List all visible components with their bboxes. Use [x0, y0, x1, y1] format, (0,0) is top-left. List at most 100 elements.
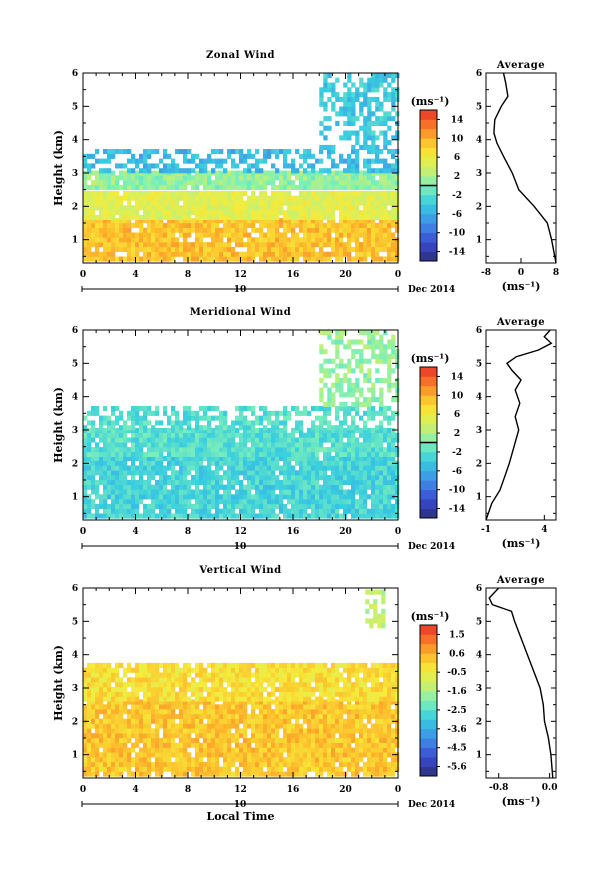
average-x-tick-label: -0.8	[489, 783, 508, 793]
colorbar-tick-label: -10	[449, 229, 465, 239]
y-tick-label: 5	[72, 359, 78, 369]
average-y-tick-label: 1	[476, 493, 482, 503]
y-tick-label: 3	[72, 426, 78, 436]
colorbar-tick-label: -2	[452, 448, 462, 458]
y-tick-label: 2	[72, 202, 78, 212]
average-line	[488, 587, 554, 779]
day-bar: 10 Dec 2014	[81, 285, 455, 295]
colorbar-tick-label: 6	[454, 153, 460, 163]
x-tick-label: 0	[80, 270, 86, 280]
y-axis: 1 2 3 4 5 6	[72, 69, 398, 257]
colorbar-unit: (ms⁻¹)	[411, 352, 450, 365]
x-tick-label: 12	[234, 270, 247, 280]
average-line	[485, 329, 553, 521]
average-y-tick-label: 4	[476, 651, 482, 661]
x-axis: 0 4 8 12 16 20 0	[80, 330, 401, 537]
average-y-tick-label: 1	[476, 236, 482, 246]
y-tick-label: 1	[72, 493, 78, 503]
x-axis-label: Local Time	[207, 810, 275, 823]
colorbar-tick-label: 14	[451, 372, 464, 382]
average-y-tick-label: 6	[476, 69, 482, 79]
average-profile: Average 1 2 3 4 5 6 -0.8 0.0(ms⁻¹)	[476, 575, 558, 808]
average-y-tick-label: 3	[476, 426, 482, 436]
colorbar-tick-label: -2.5	[447, 706, 466, 716]
average-title: Average	[496, 317, 545, 328]
average-x-tick-label: -1	[481, 525, 491, 535]
colorbar-tick-label: -2	[452, 191, 462, 201]
y-tick-label: 5	[72, 617, 78, 627]
panel-title: Meridional Wind	[190, 307, 292, 318]
x-tick-label: 0	[80, 527, 86, 537]
x-tick-label: 16	[287, 785, 300, 795]
x-tick-label: 20	[339, 527, 352, 537]
average-x-tick-label: 4	[541, 525, 547, 535]
average-title: Average	[496, 575, 545, 586]
average-y-tick-label: 5	[476, 359, 482, 369]
y-axis-label: Height (km)	[52, 130, 65, 206]
colorbar-tick-label: 2	[454, 172, 460, 182]
colorbar-tick-label: 2	[454, 429, 460, 439]
y-tick-label: 1	[72, 236, 78, 246]
y-tick-label: 2	[72, 717, 78, 727]
colorbar-tick-label: -0.5	[447, 668, 466, 678]
colorbar-tick-label: -6	[452, 467, 462, 477]
x-tick-label: 0	[80, 785, 86, 795]
colorbar-tick-label: -6	[452, 210, 462, 220]
x-tick-label: 4	[132, 270, 138, 280]
average-y-tick-label: 4	[476, 393, 482, 403]
average-y-tick-label: 6	[476, 584, 482, 594]
day-bar: 10 Dec 2014	[81, 800, 455, 810]
heatmap-cells	[83, 589, 400, 777]
y-tick-label: 3	[72, 684, 78, 694]
date-label: Dec 2014	[408, 285, 455, 295]
panel-title: Zonal Wind	[206, 50, 275, 61]
average-x-tick-label: 0.0	[542, 783, 558, 793]
x-tick-label: 0	[395, 270, 401, 280]
y-axis: 1 2 3 4 5 6	[72, 584, 398, 772]
average-frame	[485, 587, 557, 779]
average-y-tick-label: 2	[476, 202, 482, 212]
average-y-tick-label: 5	[476, 102, 482, 112]
y-tick-label: 6	[72, 584, 78, 594]
colorbar-tick-label: -5.6	[447, 763, 466, 773]
average-x-tick-label: -8	[481, 268, 491, 278]
x-tick-label: 20	[339, 785, 352, 795]
date-label: Dec 2014	[408, 800, 455, 810]
y-tick-label: 4	[72, 651, 78, 661]
average-y-tick-label: 4	[476, 136, 482, 146]
heatmap-cells	[83, 329, 400, 519]
x-tick-label: 0	[395, 527, 401, 537]
colorbar-tick-label: 1.5	[449, 630, 465, 640]
colorbar-tick-label: 10	[451, 134, 464, 144]
colorbar-tick-label: 0.6	[449, 649, 465, 659]
colorbar-tick-label: 10	[451, 391, 464, 401]
colorbar-tick-label: -14	[449, 248, 465, 258]
y-tick-label: 4	[72, 393, 78, 403]
colorbar-tick-label: 6	[454, 410, 460, 420]
y-tick-label: 2	[72, 459, 78, 469]
x-tick-label: 4	[132, 785, 138, 795]
x-tick-label: 8	[185, 527, 191, 537]
x-tick-label: 12	[234, 527, 247, 537]
panel-title: Vertical Wind	[198, 565, 281, 576]
colorbar-tick-label: -4.5	[447, 744, 466, 754]
y-tick-label: 6	[72, 69, 78, 79]
colorbar: (ms⁻¹)14 10 6 2 -2 -6 -10 -14	[411, 95, 465, 262]
y-tick-label: 6	[72, 326, 78, 336]
colorbar-tick-label: 14	[451, 115, 464, 125]
x-tick-label: 0	[395, 785, 401, 795]
average-x-tick-label: 0	[518, 268, 524, 278]
colorbar-tick-label: -3.6	[447, 725, 466, 735]
day-label: 10	[234, 285, 247, 295]
average-x-label: (ms⁻¹)	[502, 795, 541, 808]
x-axis: 0 4 8 12 16 20 0	[80, 588, 401, 795]
x-tick-label: 4	[132, 527, 138, 537]
x-tick-label: 20	[339, 270, 352, 280]
date-label: Dec 2014	[408, 542, 455, 552]
colorbar-tick-label: -10	[449, 486, 465, 496]
x-tick-label: 16	[287, 270, 300, 280]
average-y-tick-label: 2	[476, 459, 482, 469]
